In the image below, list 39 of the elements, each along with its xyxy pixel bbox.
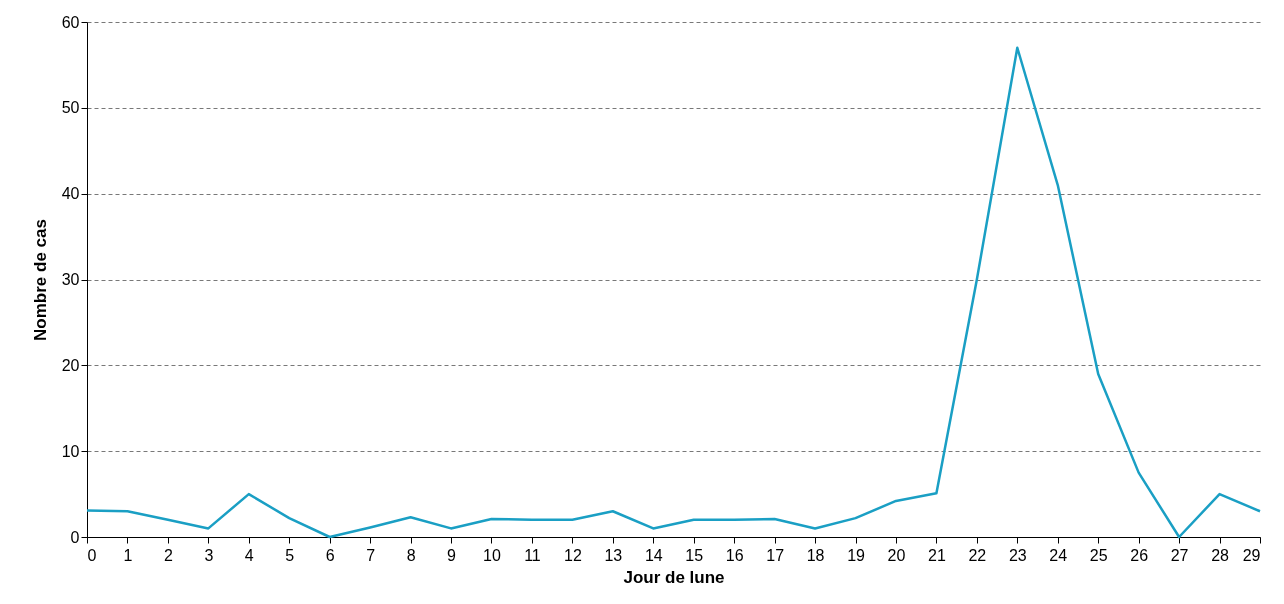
x-tick-label: 9 xyxy=(447,546,457,564)
x-tick-label: 27 xyxy=(1170,546,1189,564)
x-tick-label: 17 xyxy=(766,546,785,564)
x-tick-label: 25 xyxy=(1089,546,1108,564)
x-tick-label: 1 xyxy=(123,546,133,564)
x-tick-label: 6 xyxy=(325,546,335,564)
x-axis-title: Jour de lune xyxy=(623,567,725,587)
x-tick-label: 15 xyxy=(685,546,704,564)
y-tick-label: 20 xyxy=(61,356,80,374)
x-tick-label: 12 xyxy=(563,546,582,564)
x-tick-label: 23 xyxy=(1008,546,1027,564)
x-tick-label: 21 xyxy=(928,546,946,564)
x-tick-label: 22 xyxy=(968,546,987,564)
x-tick-label: 20 xyxy=(887,546,906,564)
y-axis-title: Nombre de cas xyxy=(30,219,50,341)
y-tick-label: 30 xyxy=(61,271,80,288)
y-tick-label: 60 xyxy=(61,13,80,31)
y-tick-label: 10 xyxy=(61,442,80,460)
x-tick-label: 4 xyxy=(244,546,254,564)
y-tick-label: 0 xyxy=(70,528,80,546)
x-tick-label: 16 xyxy=(725,546,744,564)
x-tick-label: 28 xyxy=(1211,546,1230,564)
x-tick-label: 11 xyxy=(524,546,541,564)
x-tick-label: 18 xyxy=(806,546,825,564)
x-tick-label: 19 xyxy=(847,546,866,564)
x-tick-label: 14 xyxy=(644,546,663,564)
x-tick-label: 26 xyxy=(1130,546,1149,564)
x-tick-label: 5 xyxy=(285,546,295,564)
x-tick-label: 24 xyxy=(1049,546,1068,564)
y-tick-label: 40 xyxy=(61,185,80,203)
x-tick-label: 7 xyxy=(366,546,376,564)
x-tick-label: 29 xyxy=(1242,546,1261,564)
x-tick-label: 0 xyxy=(87,546,97,564)
x-tick-label: 3 xyxy=(204,546,214,564)
x-tick-label: 10 xyxy=(483,546,501,564)
x-tick-label: 2 xyxy=(163,546,173,564)
x-tick-label: 13 xyxy=(604,546,623,564)
x-tick-label: 8 xyxy=(406,546,416,564)
y-tick-label: 50 xyxy=(61,99,80,117)
